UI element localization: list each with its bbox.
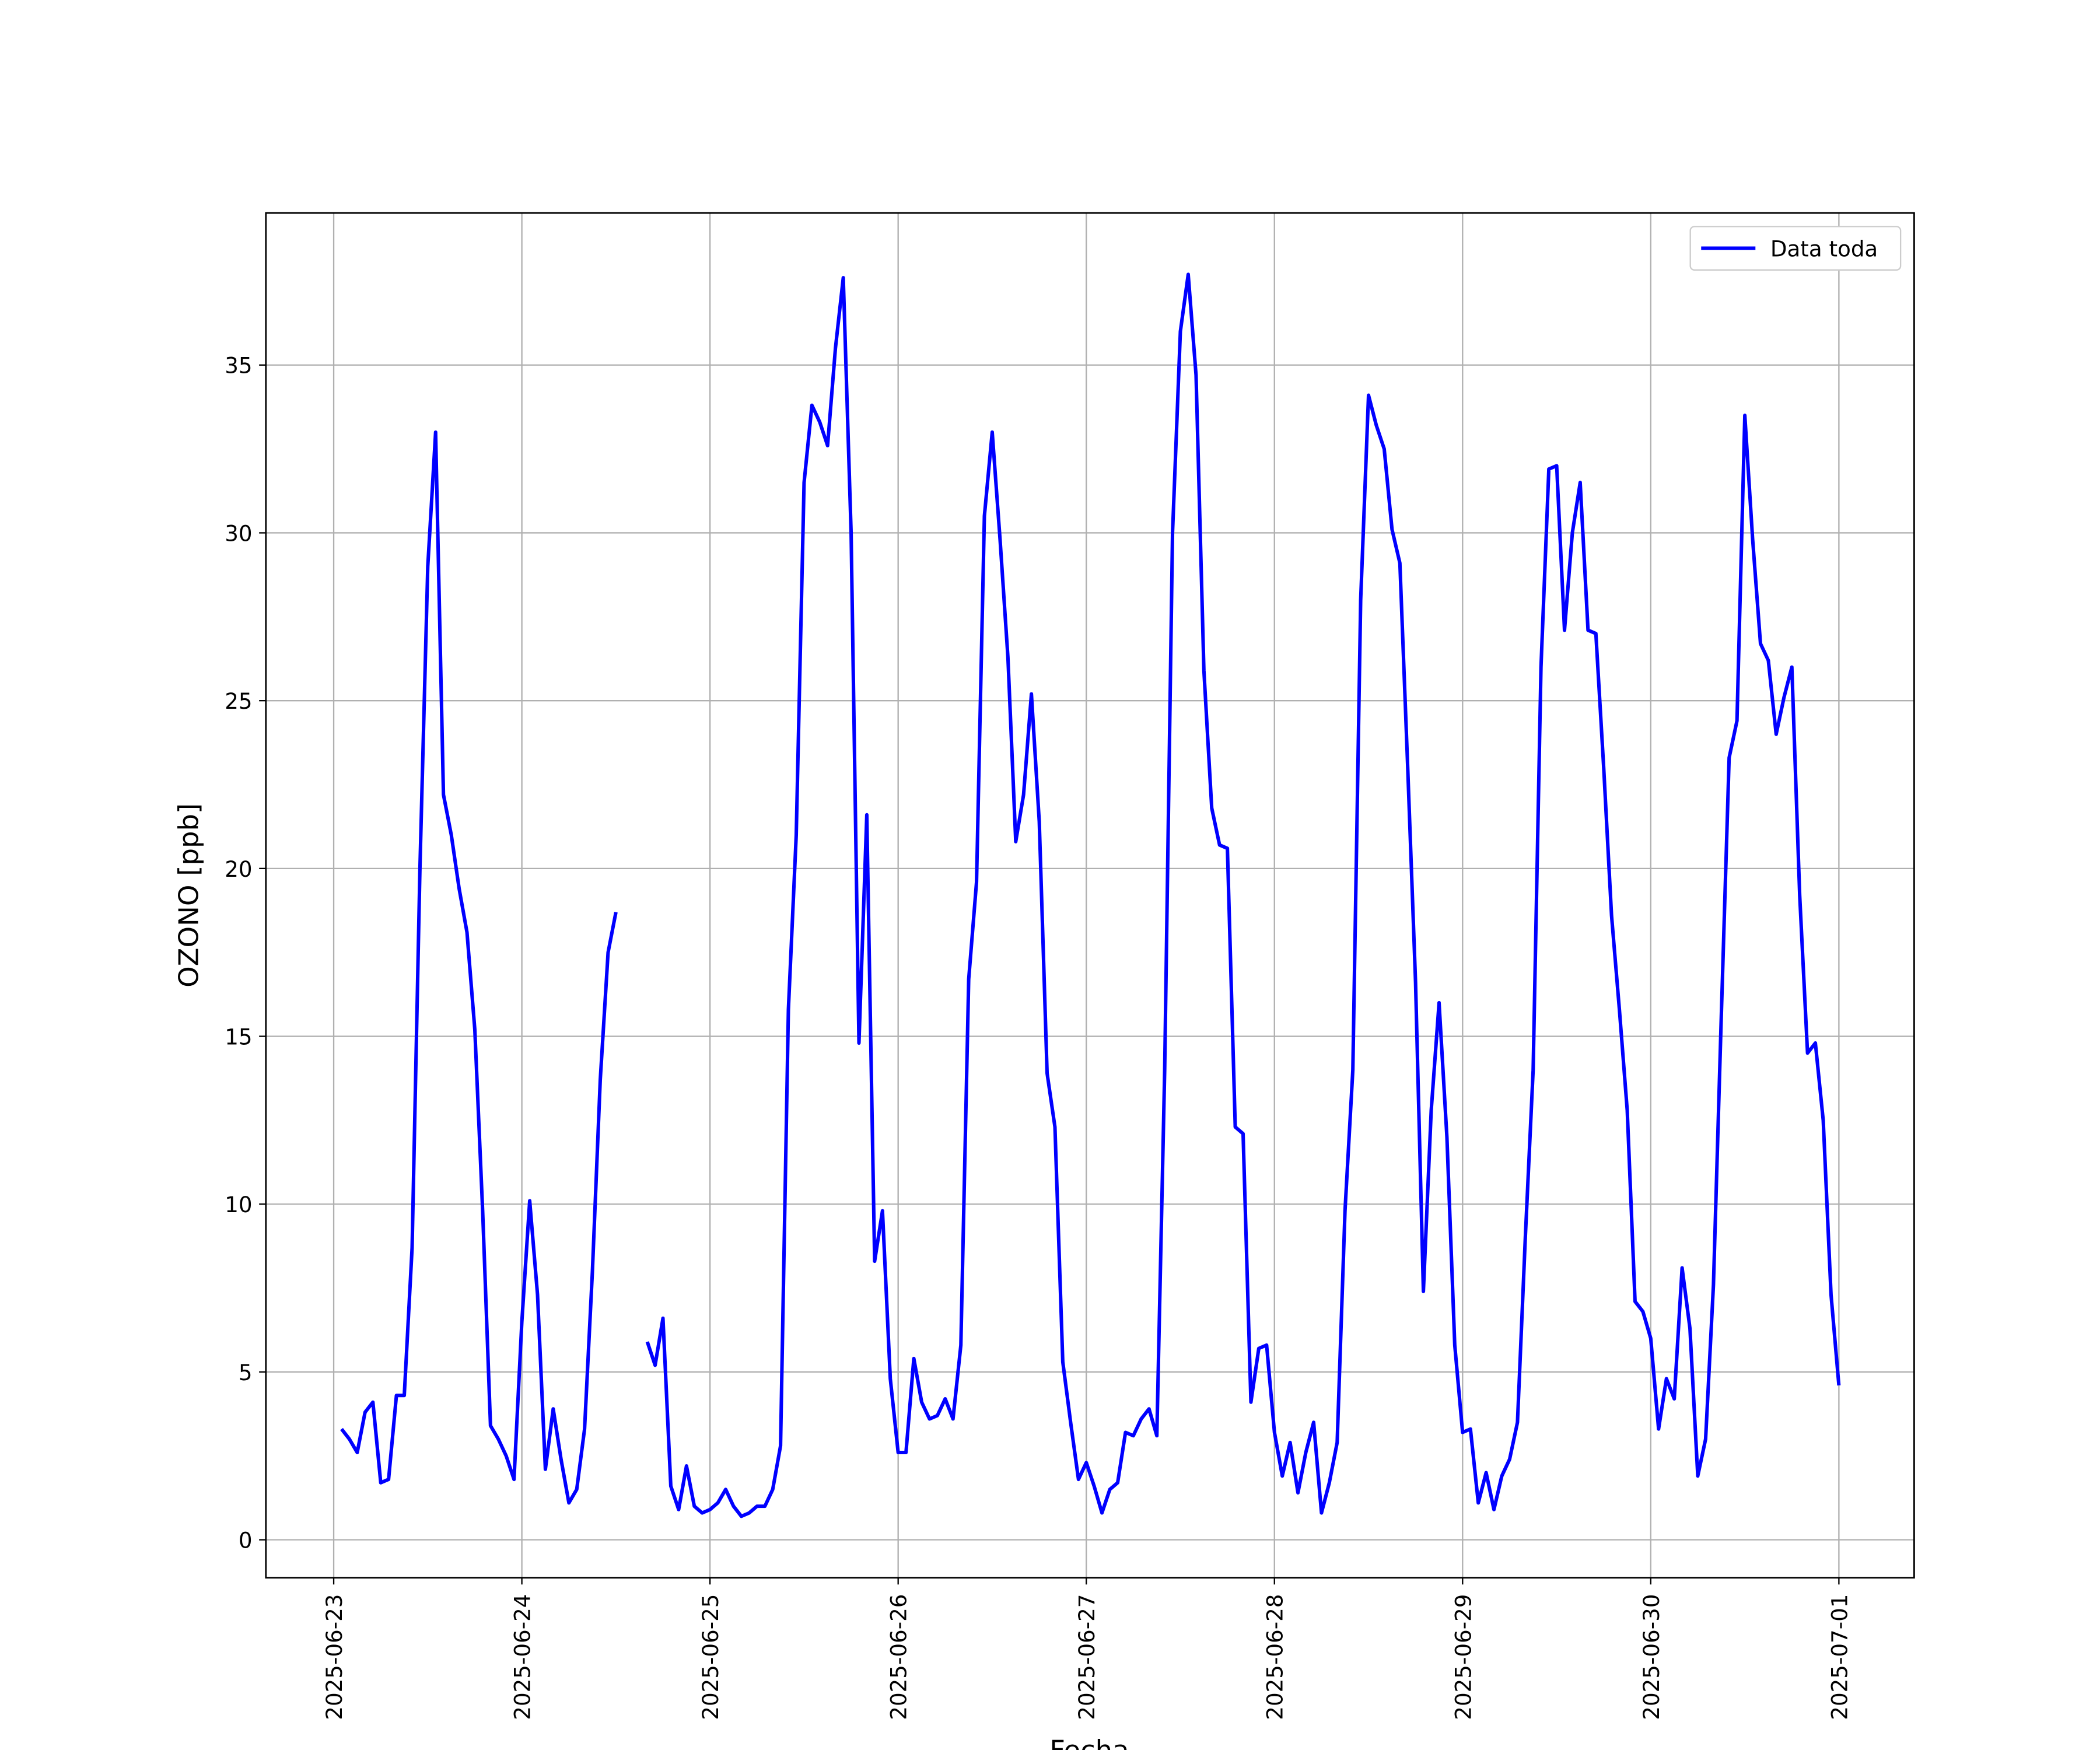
y-tick-label: 0 [239,1528,253,1553]
y-tick-label: 25 [225,688,252,714]
x-tick-label: 2025-06-24 [510,1594,536,1720]
x-tick-label: 2025-06-26 [886,1594,912,1720]
x-tick-label: 2025-06-30 [1639,1594,1664,1720]
y-tick-label: 10 [225,1192,252,1217]
y-axis-label: OZONO [ppb] [173,803,205,988]
plot-frame [265,212,1915,1579]
data-line [340,272,1841,1518]
y-tick-label: 15 [225,1024,252,1050]
y-tick-label: 30 [225,520,252,546]
x-axis-label: Fecha [1049,1734,1129,1750]
legend-box [1689,226,1902,271]
legend-label: Data toda [1770,236,1878,262]
x-tick-label: 2025-07-01 [1826,1594,1852,1720]
legend: Data toda [1689,226,1902,271]
y-tick-label: 35 [225,353,252,379]
x-tick-label: 2025-06-28 [1262,1594,1288,1720]
x-tick-label: 2025-06-27 [1074,1594,1100,1720]
x-tick-label: 2025-06-25 [698,1594,723,1720]
y-tick-label: 5 [239,1360,253,1385]
y-tick-label: 20 [225,856,252,882]
x-tick-label: 2025-06-29 [1450,1594,1476,1720]
x-tick-label: 2025-06-23 [321,1594,347,1720]
